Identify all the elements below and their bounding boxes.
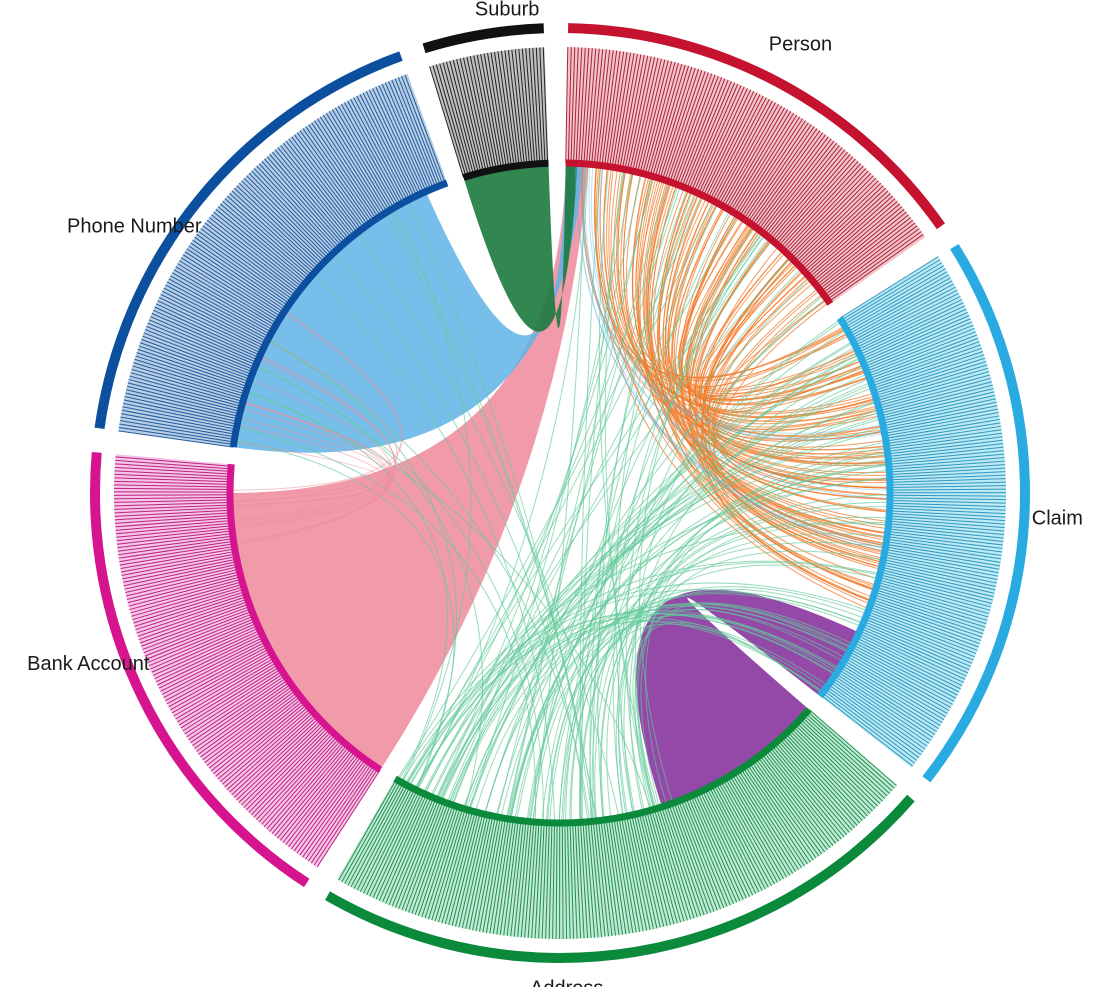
- category-label-suburb: Suburb: [475, 0, 539, 21]
- chord-diagram: Claim Address Bank Account Phone Number Subu…: [0, 0, 1120, 987]
- category-label-bank_account: Bank Account: [27, 653, 150, 675]
- category-label-address: Address: [530, 977, 603, 987]
- category-label-person: Person: [769, 34, 832, 56]
- category-label-phone_number: Phone Number: [67, 215, 202, 237]
- category-label-claim: Claim: [1032, 507, 1083, 529]
